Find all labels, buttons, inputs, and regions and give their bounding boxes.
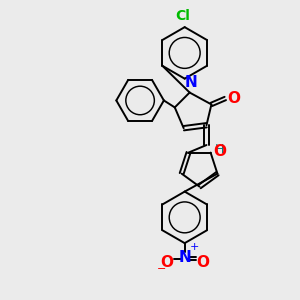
- Text: O: O: [214, 144, 226, 159]
- Text: N: N: [184, 75, 197, 90]
- Text: H: H: [214, 142, 224, 155]
- Text: Cl: Cl: [175, 9, 190, 23]
- Text: O: O: [227, 91, 240, 106]
- Text: +: +: [190, 242, 199, 252]
- Text: −: −: [157, 264, 167, 274]
- Text: N: N: [178, 250, 191, 265]
- Text: O: O: [160, 255, 173, 270]
- Text: O: O: [196, 255, 209, 270]
